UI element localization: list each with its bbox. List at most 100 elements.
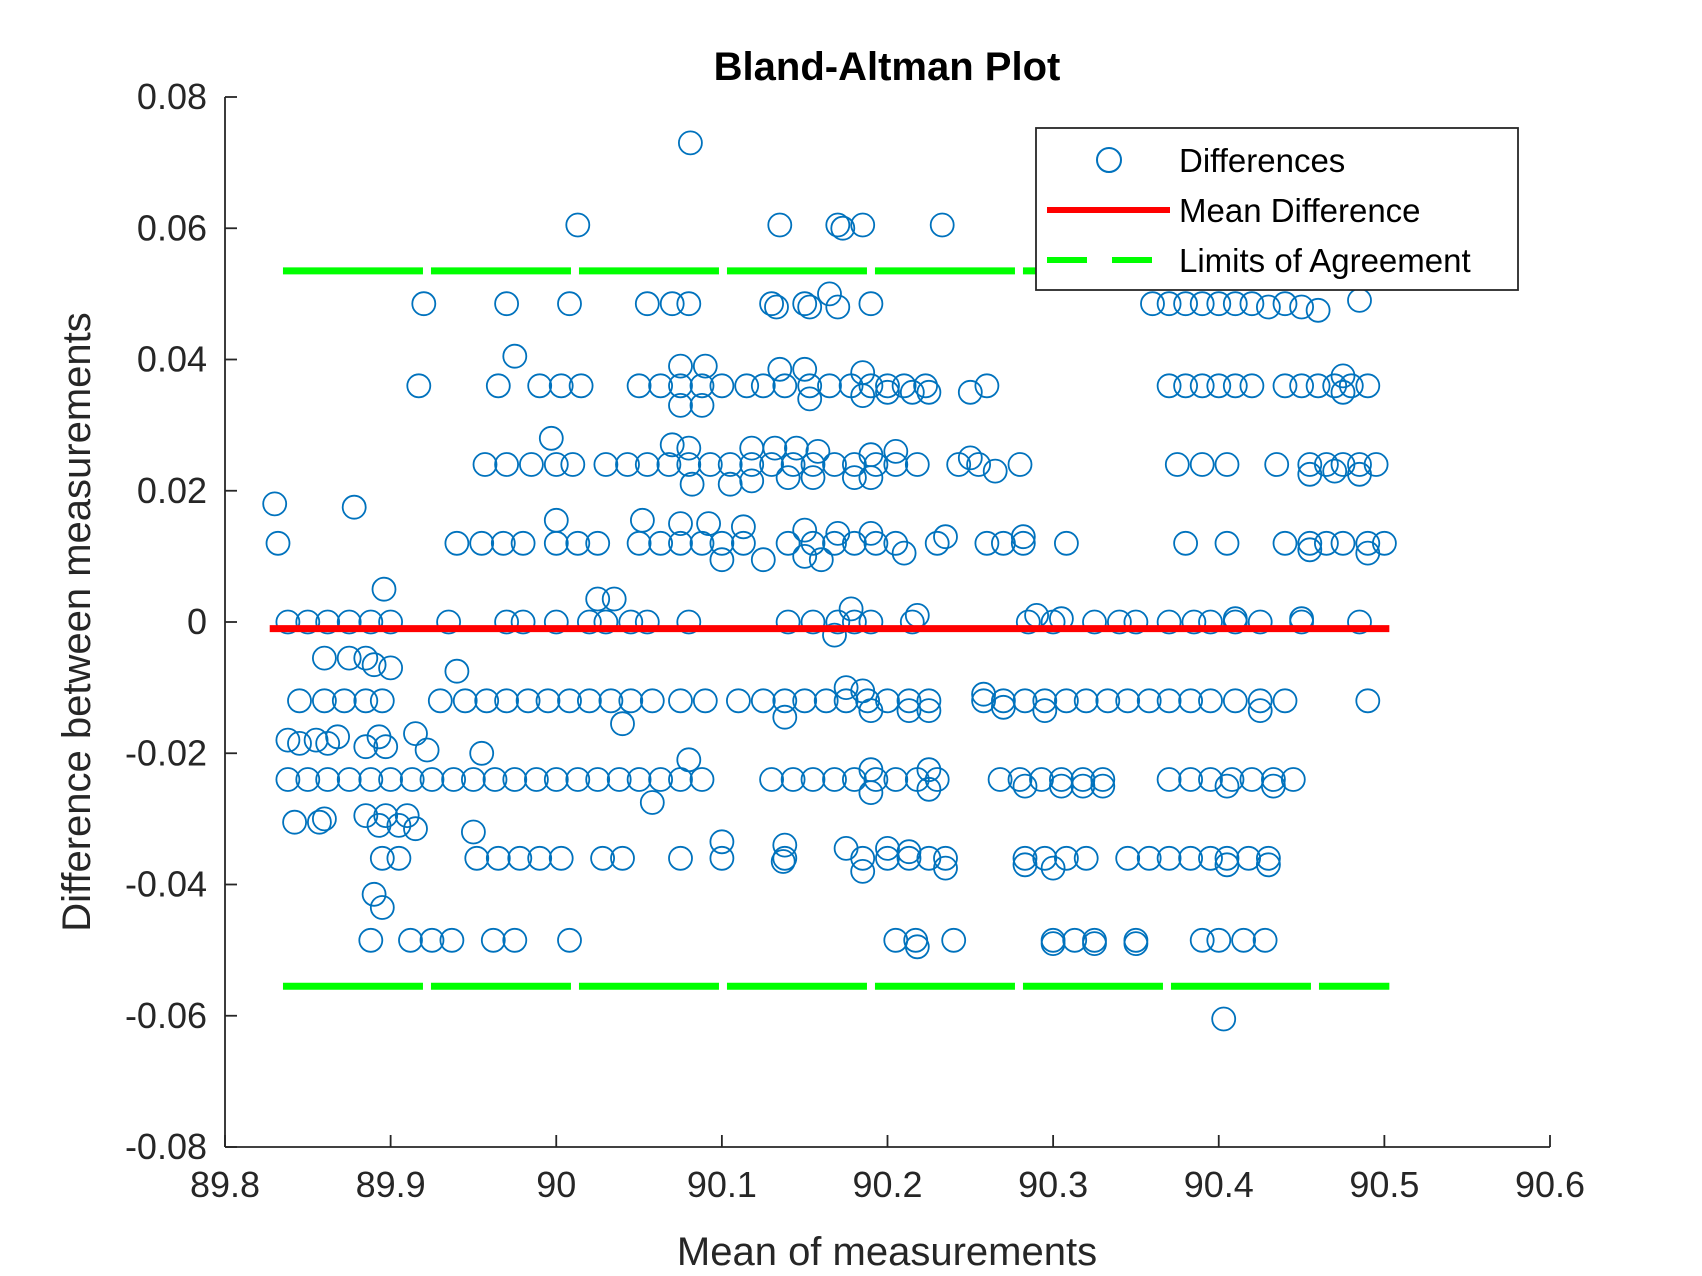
difference-point [295, 609, 321, 635]
difference-point [557, 688, 582, 714]
difference-point [1256, 845, 1281, 871]
difference-point [668, 530, 693, 556]
difference-point [618, 609, 644, 635]
difference-point [904, 934, 930, 960]
difference-point [386, 845, 412, 871]
difference-point [916, 688, 942, 714]
difference-point [494, 688, 520, 714]
difference-point [689, 530, 715, 556]
difference-point [618, 688, 644, 714]
difference-point [548, 373, 574, 399]
difference-point [668, 392, 693, 418]
difference-point [899, 379, 925, 405]
difference-point [896, 688, 922, 714]
difference-point [941, 927, 967, 953]
difference-point [676, 452, 702, 477]
difference-point [1082, 931, 1107, 956]
difference-point [974, 530, 1000, 556]
difference-point [858, 698, 884, 723]
difference-point [676, 609, 702, 635]
difference-point [1156, 373, 1182, 399]
difference-point [916, 776, 942, 802]
difference-point [946, 452, 972, 477]
difference-point [991, 694, 1016, 720]
difference-point [527, 373, 553, 399]
difference-point [850, 845, 876, 871]
difference-point [1073, 845, 1099, 871]
difference-point [891, 540, 917, 566]
difference-point [689, 373, 715, 399]
difference-point [1082, 609, 1107, 635]
difference-point [1054, 530, 1079, 556]
difference-point [833, 675, 859, 700]
difference-point [957, 379, 983, 405]
difference-point [825, 521, 851, 546]
difference-point [1115, 845, 1141, 871]
y-tick-label: 0.06 [137, 207, 207, 248]
difference-point [1010, 530, 1036, 556]
difference-point [535, 688, 561, 714]
difference-point [734, 373, 760, 399]
difference-point [1247, 688, 1273, 714]
difference-point [353, 803, 379, 828]
difference-point [315, 767, 341, 792]
difference-point [303, 727, 329, 753]
difference-point [1206, 373, 1232, 399]
difference-point [1007, 452, 1033, 477]
difference-point [480, 927, 506, 953]
difference-point [858, 373, 884, 399]
difference-point [1040, 855, 1066, 881]
difference-point [1247, 698, 1273, 723]
difference-point [336, 609, 362, 635]
difference-point [1032, 688, 1058, 714]
difference-point [1239, 373, 1265, 399]
difference-point [510, 609, 536, 635]
difference-point [311, 645, 337, 671]
difference-point [1012, 845, 1038, 871]
difference-point [896, 845, 922, 871]
difference-point [792, 291, 818, 317]
difference-point [825, 212, 851, 238]
difference-point [668, 688, 693, 714]
difference-point [676, 435, 702, 461]
difference-point [615, 452, 640, 477]
difference-point [1322, 373, 1348, 399]
difference-point [916, 698, 942, 723]
difference-point [648, 530, 673, 556]
difference-point [1289, 294, 1314, 320]
x-tick-label: 90.5 [1349, 1164, 1419, 1205]
difference-point [358, 767, 384, 792]
difference-point [739, 468, 765, 494]
difference-point [1198, 688, 1223, 714]
difference-point [311, 688, 337, 714]
difference-point [750, 373, 776, 399]
difference-point [822, 622, 847, 648]
difference-point [767, 356, 793, 382]
difference-point [858, 465, 884, 491]
difference-point [1178, 845, 1203, 871]
difference-point [800, 452, 826, 477]
difference-point [904, 452, 930, 477]
difference-point [1347, 609, 1372, 635]
difference-point [1123, 931, 1149, 956]
difference-point [1181, 609, 1207, 635]
difference-point [987, 767, 1013, 792]
difference-point [1032, 845, 1058, 871]
difference-point [403, 721, 428, 746]
difference-point [1107, 609, 1132, 635]
y-axis-label: Difference between measurements [55, 312, 99, 932]
difference-point [460, 819, 486, 845]
difference-point [822, 767, 847, 792]
difference-point [858, 521, 884, 546]
difference-point [444, 530, 470, 556]
difference-point [850, 212, 876, 238]
difference-point [842, 767, 867, 792]
difference-point [439, 927, 465, 953]
difference-point [1054, 688, 1079, 714]
difference-point [739, 452, 765, 477]
difference-point [800, 465, 826, 491]
difference-point [262, 491, 288, 517]
y-tick-label: -0.08 [125, 1126, 207, 1167]
difference-point [265, 530, 291, 556]
difference-point [1264, 452, 1290, 477]
